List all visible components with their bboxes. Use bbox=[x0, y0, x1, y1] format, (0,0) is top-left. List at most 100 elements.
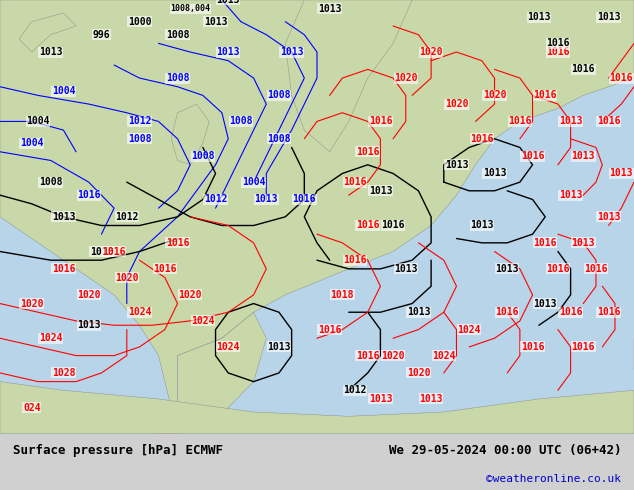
Text: 1004: 1004 bbox=[20, 138, 44, 148]
Text: 024: 024 bbox=[23, 403, 41, 413]
Text: 1013: 1013 bbox=[444, 160, 469, 170]
Text: ©weatheronline.co.uk: ©weatheronline.co.uk bbox=[486, 474, 621, 484]
Text: 1016: 1016 bbox=[597, 117, 621, 126]
Text: 1008: 1008 bbox=[267, 134, 291, 144]
Text: 1020: 1020 bbox=[381, 350, 405, 361]
Text: 1016: 1016 bbox=[546, 264, 570, 274]
Text: 1012: 1012 bbox=[343, 385, 367, 395]
Text: 1013: 1013 bbox=[597, 212, 621, 222]
Text: 1016: 1016 bbox=[343, 177, 367, 187]
Polygon shape bbox=[0, 0, 634, 434]
Text: 1013: 1013 bbox=[318, 3, 342, 14]
Text: 1013: 1013 bbox=[204, 17, 228, 26]
Text: 1008: 1008 bbox=[229, 117, 253, 126]
Text: 1016: 1016 bbox=[153, 264, 177, 274]
Text: 1016: 1016 bbox=[559, 307, 583, 317]
Text: 1016: 1016 bbox=[521, 342, 545, 352]
FancyBboxPatch shape bbox=[0, 0, 634, 434]
Text: 1013: 1013 bbox=[89, 246, 113, 257]
Text: 1004: 1004 bbox=[26, 117, 50, 126]
Text: 1016: 1016 bbox=[318, 324, 342, 335]
Polygon shape bbox=[19, 13, 76, 52]
Text: 1020: 1020 bbox=[115, 272, 139, 283]
Text: 1016: 1016 bbox=[533, 238, 557, 248]
Text: 1016: 1016 bbox=[77, 190, 101, 200]
Text: 1013: 1013 bbox=[495, 264, 519, 274]
Text: 1024: 1024 bbox=[39, 333, 63, 343]
Text: 1016: 1016 bbox=[495, 307, 519, 317]
Text: 1020: 1020 bbox=[406, 368, 430, 378]
Text: 1012: 1012 bbox=[127, 117, 152, 126]
Polygon shape bbox=[0, 382, 634, 434]
Text: 1013: 1013 bbox=[470, 220, 494, 230]
Text: 1024: 1024 bbox=[191, 316, 215, 326]
Text: 1016: 1016 bbox=[609, 73, 633, 83]
Text: 1024: 1024 bbox=[457, 324, 481, 335]
Text: 1013: 1013 bbox=[533, 298, 557, 309]
Text: 1013: 1013 bbox=[559, 190, 583, 200]
Text: 1016: 1016 bbox=[508, 117, 532, 126]
Text: 1020: 1020 bbox=[444, 99, 469, 109]
Text: 1013: 1013 bbox=[51, 212, 75, 222]
Text: 1013: 1013 bbox=[597, 12, 621, 23]
Text: 1020: 1020 bbox=[178, 290, 202, 300]
Text: 1020: 1020 bbox=[20, 298, 44, 309]
Text: 1012: 1012 bbox=[204, 195, 228, 204]
Text: 1013: 1013 bbox=[527, 12, 551, 23]
Text: 1013: 1013 bbox=[216, 0, 240, 5]
Text: 996: 996 bbox=[93, 30, 110, 40]
Text: 1008: 1008 bbox=[267, 90, 291, 100]
Text: 1013: 1013 bbox=[394, 264, 418, 274]
Text: 1008: 1008 bbox=[127, 134, 152, 144]
Text: 1013: 1013 bbox=[77, 320, 101, 330]
Text: 1008,004: 1008,004 bbox=[170, 4, 210, 13]
Text: 1013: 1013 bbox=[368, 394, 392, 404]
Text: 1016: 1016 bbox=[381, 220, 405, 230]
Text: 1016: 1016 bbox=[356, 350, 380, 361]
Text: 1008: 1008 bbox=[165, 73, 190, 83]
Text: 1013: 1013 bbox=[368, 186, 392, 196]
Text: 1016: 1016 bbox=[546, 38, 570, 49]
Text: 1016: 1016 bbox=[571, 64, 595, 74]
Polygon shape bbox=[158, 312, 266, 434]
Text: 1016: 1016 bbox=[356, 220, 380, 230]
Text: 1013: 1013 bbox=[39, 47, 63, 57]
Text: 1013: 1013 bbox=[609, 169, 633, 178]
Text: We 29-05-2024 00:00 UTC (06+42): We 29-05-2024 00:00 UTC (06+42) bbox=[389, 444, 621, 457]
Text: 1016: 1016 bbox=[356, 147, 380, 157]
Text: 1024: 1024 bbox=[216, 342, 240, 352]
Text: 1004: 1004 bbox=[242, 177, 266, 187]
Text: 1020: 1020 bbox=[77, 290, 101, 300]
Text: 1012: 1012 bbox=[115, 212, 139, 222]
Text: 1013: 1013 bbox=[406, 307, 430, 317]
Text: 1008: 1008 bbox=[191, 151, 215, 161]
Text: 1016: 1016 bbox=[584, 264, 608, 274]
Text: 1013: 1013 bbox=[571, 151, 595, 161]
Text: 1016: 1016 bbox=[533, 90, 557, 100]
Text: 1018: 1018 bbox=[330, 290, 354, 300]
Text: 1000: 1000 bbox=[127, 17, 152, 26]
Polygon shape bbox=[171, 104, 209, 165]
Text: Surface pressure [hPa] ECMWF: Surface pressure [hPa] ECMWF bbox=[13, 444, 223, 457]
Text: 1008: 1008 bbox=[165, 30, 190, 40]
Text: 1020: 1020 bbox=[419, 47, 443, 57]
Text: 1016: 1016 bbox=[292, 195, 316, 204]
Text: 1020: 1020 bbox=[482, 90, 507, 100]
Text: 1024: 1024 bbox=[432, 350, 456, 361]
Text: 1016: 1016 bbox=[597, 307, 621, 317]
Text: 1016: 1016 bbox=[546, 47, 570, 57]
Text: 1013: 1013 bbox=[419, 394, 443, 404]
Text: 1013: 1013 bbox=[216, 47, 240, 57]
Text: 1016: 1016 bbox=[470, 134, 494, 144]
Text: 1028: 1028 bbox=[51, 368, 75, 378]
Text: 1013: 1013 bbox=[482, 169, 507, 178]
Text: 1016: 1016 bbox=[521, 151, 545, 161]
Text: 1013: 1013 bbox=[254, 195, 278, 204]
Text: 1016: 1016 bbox=[368, 117, 392, 126]
Text: 1004: 1004 bbox=[51, 86, 75, 96]
Text: 1013: 1013 bbox=[559, 117, 583, 126]
Text: 1016: 1016 bbox=[571, 342, 595, 352]
Text: 1008: 1008 bbox=[39, 177, 63, 187]
Text: 1013: 1013 bbox=[280, 47, 304, 57]
Text: 1024: 1024 bbox=[127, 307, 152, 317]
